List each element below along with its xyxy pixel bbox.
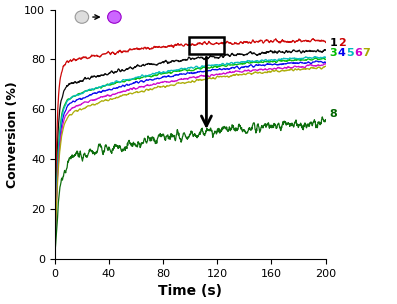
Text: 4: 4 bbox=[338, 48, 346, 58]
Text: 8: 8 bbox=[330, 109, 337, 119]
Y-axis label: Conversion (%): Conversion (%) bbox=[6, 81, 19, 188]
Circle shape bbox=[75, 11, 89, 23]
Text: 6: 6 bbox=[354, 48, 362, 58]
Text: 3: 3 bbox=[330, 48, 337, 58]
Text: 7: 7 bbox=[362, 48, 370, 58]
Circle shape bbox=[108, 11, 121, 23]
Text: 5: 5 bbox=[346, 48, 353, 58]
Text: 1: 1 bbox=[330, 38, 337, 48]
Text: 2: 2 bbox=[338, 38, 345, 48]
X-axis label: Time (s): Time (s) bbox=[158, 285, 222, 299]
Bar bbox=[189, 37, 224, 54]
